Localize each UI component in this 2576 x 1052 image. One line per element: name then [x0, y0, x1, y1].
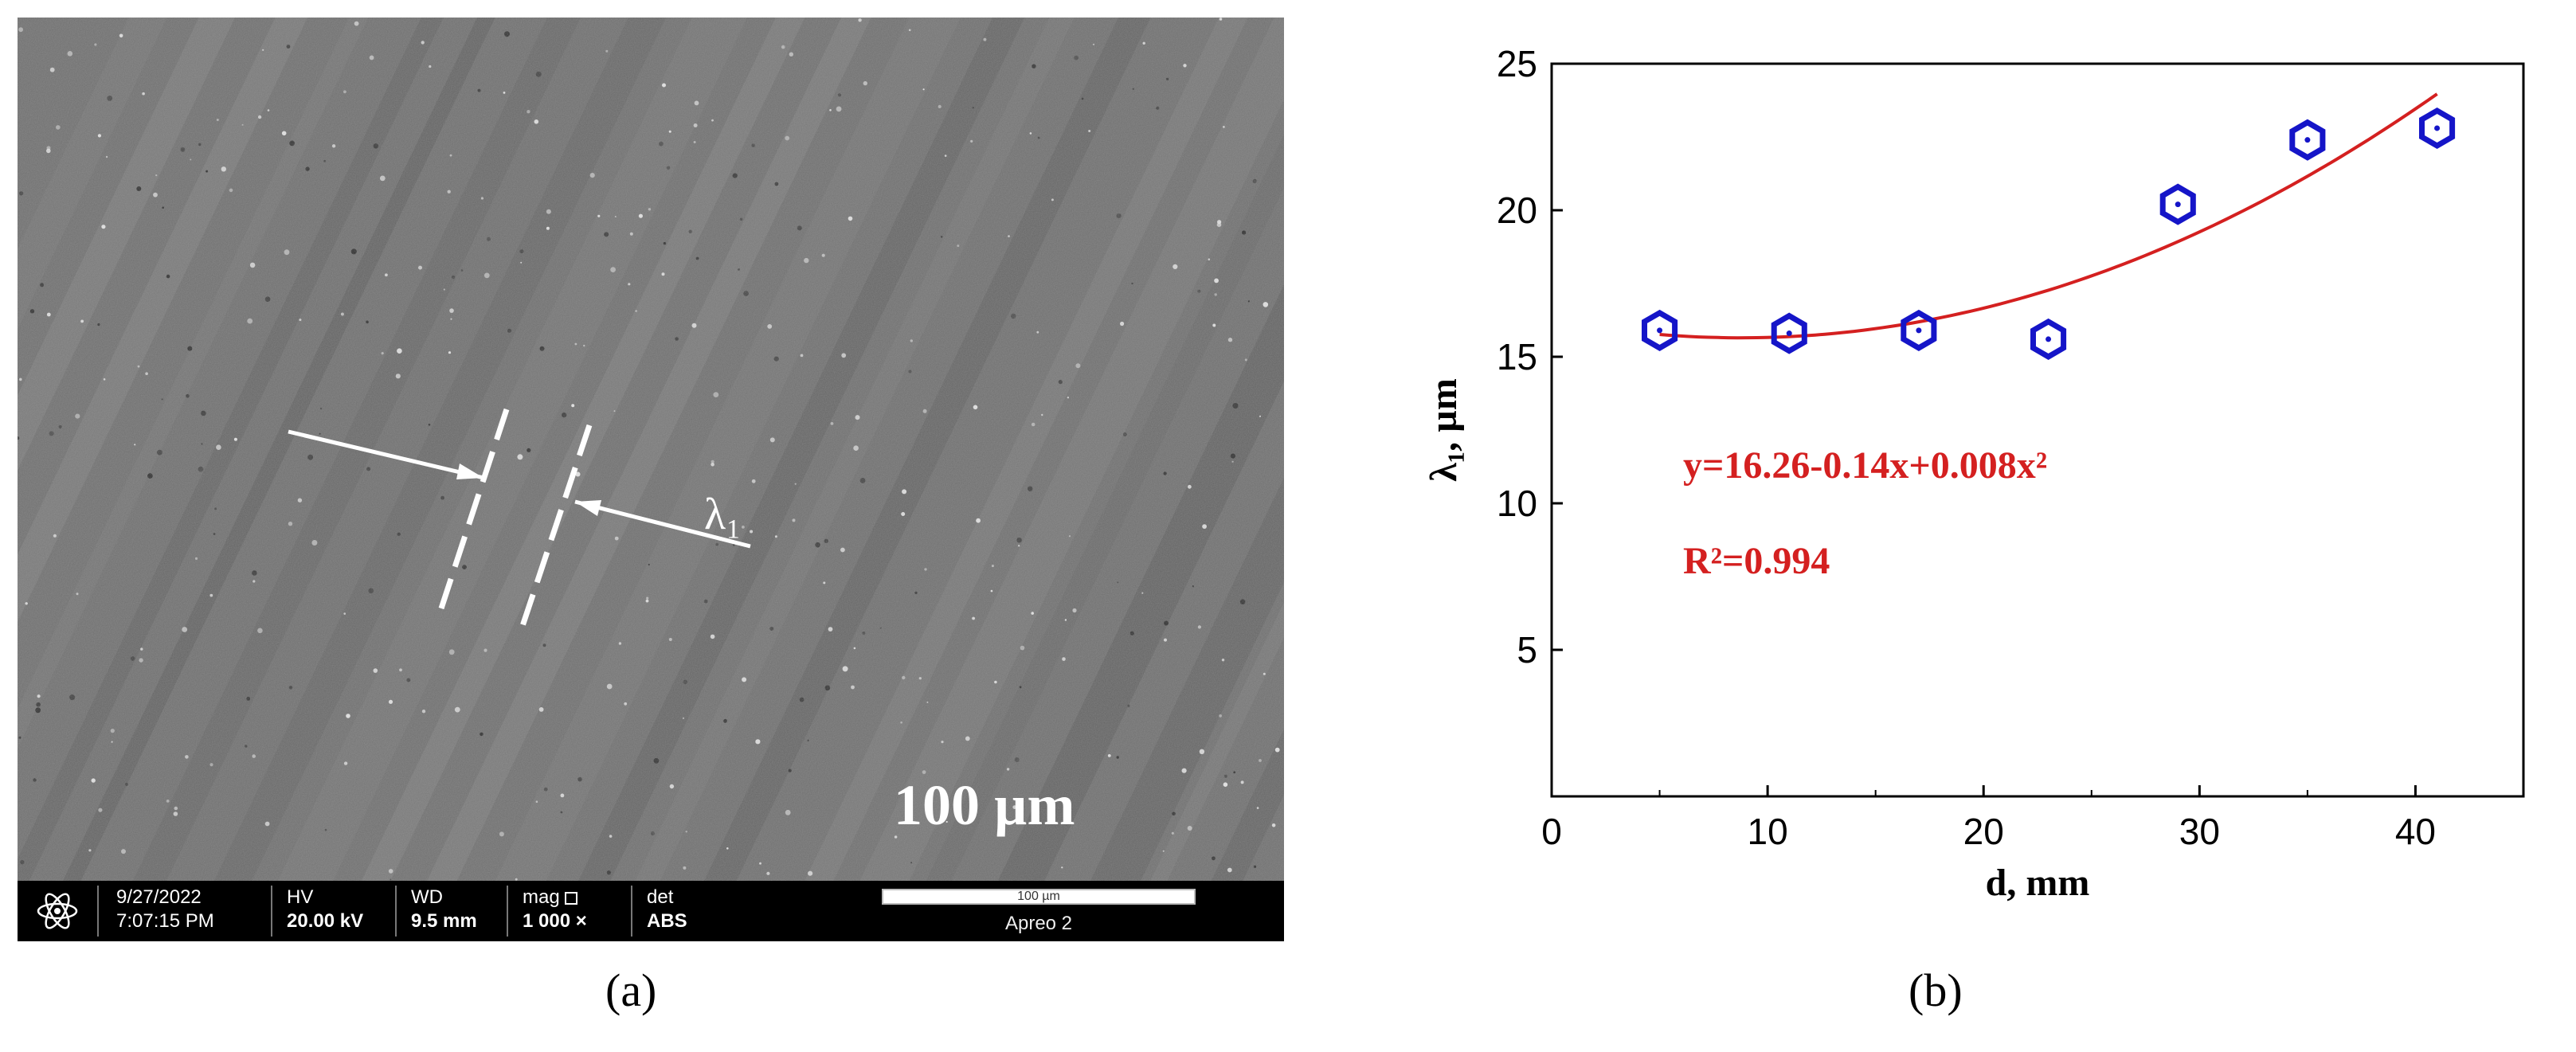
date-time: 9/27/2022 7:07:15 PM [116, 886, 214, 932]
sem-info-bar: 9/27/2022 7:07:15 PM HV 20.00 kV WD 9.5 … [18, 881, 1284, 941]
plot-frame [1550, 62, 2525, 798]
panel-b-label: (b) [1909, 964, 1963, 1016]
data-point [2159, 183, 2196, 225]
x-tick-label: 20 [1963, 811, 2004, 852]
data-point [1642, 309, 1678, 351]
mag-field: mag 1 000 × [523, 886, 587, 932]
scale-text: 100 µm [894, 773, 1075, 837]
data-point [2289, 119, 2326, 161]
y-tick-label: 5 [1517, 629, 1537, 671]
panel-a-label: (a) [605, 964, 657, 1016]
separator [97, 886, 99, 937]
data-point [2030, 318, 2067, 360]
atom-icon [37, 893, 78, 929]
data-point-center [2046, 336, 2052, 342]
separator [631, 886, 632, 937]
x-tick-label: 30 [2179, 811, 2220, 852]
instrument-name: Apreo 2 [1004, 913, 1073, 934]
data-point-center [2434, 125, 2441, 131]
lambda-vs-d-chart: 0 10 20 30 40 5 10 15 20 25 d, mm λ₁, µm y=16.26-0.1… [1402, 24, 2565, 956]
y-tick-label: 25 [1497, 43, 1537, 84]
det-field: det ABS [647, 886, 687, 932]
data-point-center [2304, 137, 2311, 143]
y-tick-label: 20 [1497, 190, 1537, 231]
separator [271, 886, 272, 937]
fit-r-squared: R²=0.994 [1683, 540, 1830, 582]
chart-svg: 0 10 20 30 40 5 10 15 20 25 d, mm λ₁, µm y=16.26-0.1… [1423, 43, 2525, 904]
fit-curve [1659, 92, 2438, 340]
lambda-label: λ₁ [704, 490, 742, 539]
sem-micrograph-image: λ₁ 100 µm [18, 18, 1284, 941]
fit-equation: y=16.26-0.14x+0.008x² [1683, 444, 2047, 487]
x-axis-label: d, mm [1986, 862, 2090, 904]
data-point [1771, 312, 1807, 354]
hv-field: HV 20.00 kV [287, 886, 364, 932]
x-tick-label: 40 [2395, 811, 2436, 852]
x-tick-label: 0 [1541, 811, 1562, 852]
data-point-center [1657, 327, 1663, 334]
data-point-center [1916, 327, 1922, 334]
sem-micrograph-panel: λ₁ 100 µm 9/27/2022 7:07:15 PM HV 20.00 … [18, 18, 1284, 941]
y-tick-label: 15 [1497, 336, 1537, 377]
data-point [1901, 309, 1937, 351]
scale-bar-label: 100 µm [1017, 890, 1060, 903]
x-tick-label: 10 [1748, 811, 1788, 852]
data-point-center [1786, 330, 1792, 337]
square-icon [565, 891, 578, 905]
separator [507, 886, 508, 937]
wd-field: WD 9.5 mm [411, 886, 477, 932]
y-tick-label: 10 [1497, 483, 1537, 524]
scale-bar [882, 889, 1196, 905]
lambda-measurement-annotation [288, 408, 751, 628]
separator [395, 886, 397, 937]
data-point [2419, 107, 2456, 150]
data-point-center [2175, 201, 2181, 208]
y-axis-label: λ₁, µm [1423, 378, 1465, 482]
